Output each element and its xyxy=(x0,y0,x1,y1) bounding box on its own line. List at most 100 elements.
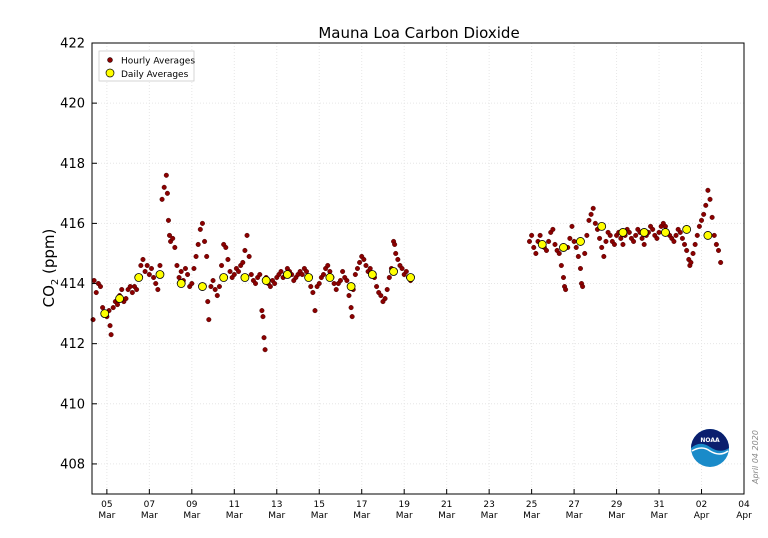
hourly-point xyxy=(575,253,581,259)
x-tick-month: Mar xyxy=(141,511,158,521)
grid xyxy=(92,42,745,494)
hourly-point xyxy=(272,281,278,287)
y-tick-label: 412 xyxy=(60,337,85,352)
x-tick-day: 13 xyxy=(271,500,282,510)
hourly-point xyxy=(673,232,679,238)
hourly-point xyxy=(246,253,252,259)
hourly-point xyxy=(618,235,624,241)
y-ticks: 408 410 412 414 416 418 420 422 xyxy=(60,37,97,472)
x-tick-day: 15 xyxy=(314,500,325,510)
hourly-point xyxy=(299,272,305,278)
hourly-point xyxy=(543,247,549,253)
hourly-point xyxy=(191,266,197,272)
hourly-point xyxy=(97,284,103,290)
hourly-point xyxy=(348,305,354,311)
x-tick-day: 05 xyxy=(101,500,112,510)
hourly-point xyxy=(393,250,399,256)
legend-hourly-label: Hourly Averages xyxy=(121,57,195,67)
hourly-point xyxy=(257,272,263,278)
hourly-point xyxy=(599,244,605,250)
x-tick-month: Mar xyxy=(566,511,583,521)
hourly-point xyxy=(641,241,647,247)
hourly-point xyxy=(163,172,169,178)
noaa-logo-text: NOAA xyxy=(700,437,720,444)
daily-point xyxy=(537,240,547,249)
hourly-point xyxy=(144,262,150,268)
hourly-point xyxy=(382,296,388,302)
hourly-point xyxy=(197,226,203,232)
x-tick-month: Mar xyxy=(98,511,115,521)
hourly-point xyxy=(167,232,173,238)
hourly-point xyxy=(650,226,656,232)
hourly-point xyxy=(161,184,167,190)
hourly-point xyxy=(526,238,532,244)
hourly-point xyxy=(176,275,182,281)
hourly-point xyxy=(569,223,575,229)
hourly-point xyxy=(240,259,246,265)
hourly-point xyxy=(682,241,688,247)
hourly-point xyxy=(556,250,562,256)
hourly-point xyxy=(208,284,214,290)
hourly-point xyxy=(716,247,722,253)
hourly-point xyxy=(212,287,218,293)
x-tick-month: Apr xyxy=(694,511,710,521)
hourly-point xyxy=(340,269,346,275)
hourly-point xyxy=(679,235,685,241)
legend: Hourly Averages Daily Averages xyxy=(98,50,195,82)
x-tick-month: Mar xyxy=(311,511,328,521)
x-tick-day: 31 xyxy=(653,500,664,510)
hourly-point xyxy=(91,278,97,284)
daily-point xyxy=(406,273,415,282)
hourly-point xyxy=(142,269,148,275)
hourly-point xyxy=(601,253,607,259)
hourly-point xyxy=(357,259,363,265)
y-axis-label-sub: 2 xyxy=(50,279,61,285)
hourly-point xyxy=(684,247,690,253)
hourly-point xyxy=(597,235,603,241)
hourly-point xyxy=(352,272,358,278)
hourly-point xyxy=(129,290,135,296)
daily-point xyxy=(282,270,292,279)
daily-point xyxy=(240,273,250,282)
hourly-point xyxy=(403,269,409,275)
hourly-point xyxy=(134,287,140,293)
daily-point xyxy=(389,267,398,276)
hourly-point xyxy=(202,238,208,244)
hourly-point xyxy=(316,281,322,287)
x-tick-day: 11 xyxy=(229,500,240,510)
y-tick-label: 408 xyxy=(60,457,85,472)
hourly-point xyxy=(690,250,696,256)
hourly-point xyxy=(592,220,598,226)
hourly-point xyxy=(248,272,254,278)
hourly-point xyxy=(123,296,129,302)
hourly-point xyxy=(205,299,211,305)
hourly-point xyxy=(590,205,596,211)
date-stamp: April 04 2020 xyxy=(751,430,760,485)
x-tick-day: 21 xyxy=(441,500,452,510)
daily-point xyxy=(367,270,377,279)
legend-hourly-marker xyxy=(107,57,113,63)
hourly-point xyxy=(699,217,705,223)
x-tick-month: Mar xyxy=(226,511,243,521)
hourly-point xyxy=(148,266,154,272)
hourly-point xyxy=(694,232,700,238)
hourly-point xyxy=(108,332,114,338)
hourly-point xyxy=(582,250,588,256)
hourly-point xyxy=(558,262,564,268)
hourly-point xyxy=(225,256,231,262)
hourly-point xyxy=(185,272,191,278)
hourly-point xyxy=(567,235,573,241)
legend-box xyxy=(98,50,195,82)
hourly-point xyxy=(210,278,216,284)
hourly-point xyxy=(267,284,273,290)
daily-point xyxy=(219,273,229,282)
x-tick-day: 04 xyxy=(738,500,750,510)
y-tick-label: 416 xyxy=(60,217,85,232)
hourly-point xyxy=(563,287,569,293)
hourly-point xyxy=(529,232,535,238)
daily-point xyxy=(682,225,692,234)
x-tick-month: Mar xyxy=(523,511,540,521)
x-tick-month: Mar xyxy=(481,511,498,521)
hourly-point xyxy=(550,226,556,232)
hourly-point xyxy=(552,241,558,247)
